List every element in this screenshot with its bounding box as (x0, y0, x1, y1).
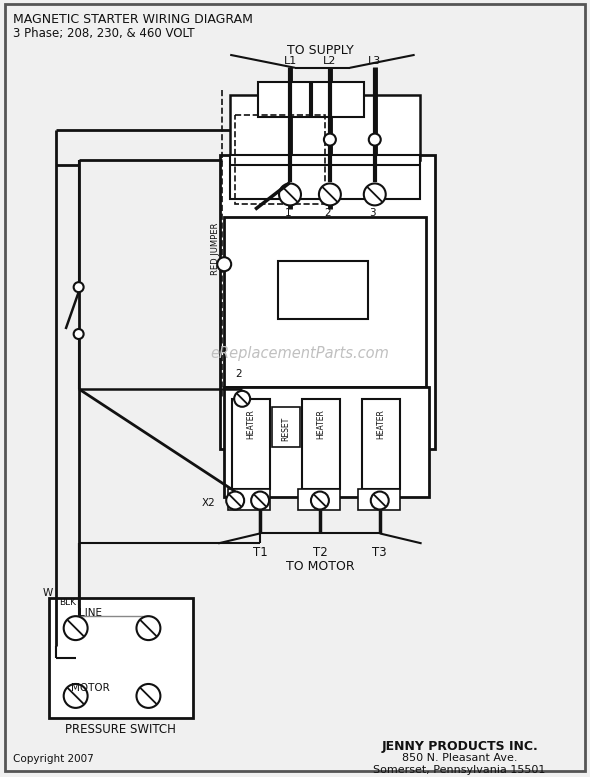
Text: TO SUPPLY: TO SUPPLY (287, 44, 353, 57)
Bar (224, 387, 428, 497)
Bar (230, 155, 419, 200)
Bar (230, 95, 419, 159)
Bar (232, 399, 270, 489)
Bar (258, 82, 310, 117)
Text: 3 Phase; 208, 230, & 460 VOLT: 3 Phase; 208, 230, & 460 VOLT (13, 27, 195, 40)
Text: L3: L3 (368, 56, 381, 66)
Text: JENNY PRODUCTS INC.: JENNY PRODUCTS INC. (381, 740, 538, 753)
Text: HEATER: HEATER (247, 409, 255, 439)
Text: MOTOR: MOTOR (71, 683, 110, 693)
Bar (362, 399, 399, 489)
Circle shape (279, 183, 301, 205)
Text: T2: T2 (313, 546, 327, 559)
Text: T3: T3 (372, 546, 387, 559)
Text: BLK: BLK (58, 598, 76, 607)
Text: L2: L2 (323, 56, 336, 66)
Bar (220, 155, 435, 448)
Bar (298, 489, 340, 510)
Text: LINE: LINE (79, 608, 102, 618)
Bar (235, 115, 325, 204)
Text: 1: 1 (285, 208, 291, 218)
Text: 3: 3 (369, 208, 376, 218)
Text: HEATER: HEATER (316, 409, 326, 439)
Bar (278, 261, 368, 319)
Text: eReplacementParts.com: eReplacementParts.com (211, 347, 389, 361)
Text: RED JUMPER: RED JUMPER (211, 223, 219, 276)
Bar (224, 218, 425, 387)
Bar (312, 82, 364, 117)
Text: Somerset, Pennsylvania 15501: Somerset, Pennsylvania 15501 (373, 765, 546, 775)
Circle shape (251, 492, 269, 510)
Bar (358, 489, 399, 510)
Text: Copyright 2007: Copyright 2007 (13, 754, 94, 764)
Circle shape (364, 183, 386, 205)
Bar (302, 399, 340, 489)
Text: W: W (42, 588, 53, 598)
Circle shape (136, 684, 160, 708)
Circle shape (319, 183, 341, 205)
Bar (228, 489, 270, 510)
Bar (49, 598, 194, 718)
Text: 2: 2 (324, 208, 331, 218)
Circle shape (234, 391, 250, 407)
Circle shape (74, 329, 84, 339)
Text: PRESSURE SWITCH: PRESSURE SWITCH (65, 723, 176, 736)
Circle shape (74, 282, 84, 292)
Text: 850 N. Pleasant Ave.: 850 N. Pleasant Ave. (402, 753, 517, 763)
Text: 2: 2 (235, 369, 241, 379)
Text: HEATER: HEATER (376, 409, 385, 439)
Text: X2: X2 (202, 497, 215, 507)
Circle shape (311, 492, 329, 510)
Bar (272, 407, 300, 447)
Circle shape (64, 616, 88, 640)
Circle shape (136, 616, 160, 640)
Circle shape (226, 492, 244, 510)
Text: TO MOTOR: TO MOTOR (286, 560, 354, 573)
Circle shape (64, 684, 88, 708)
Text: MAGNETIC STARTER WIRING DIAGRAM: MAGNETIC STARTER WIRING DIAGRAM (13, 13, 253, 26)
Circle shape (371, 492, 389, 510)
Circle shape (217, 257, 231, 271)
Circle shape (369, 134, 381, 145)
Text: T1: T1 (253, 546, 267, 559)
Circle shape (324, 134, 336, 145)
Text: L1: L1 (283, 56, 297, 66)
Text: RESET: RESET (281, 416, 290, 441)
